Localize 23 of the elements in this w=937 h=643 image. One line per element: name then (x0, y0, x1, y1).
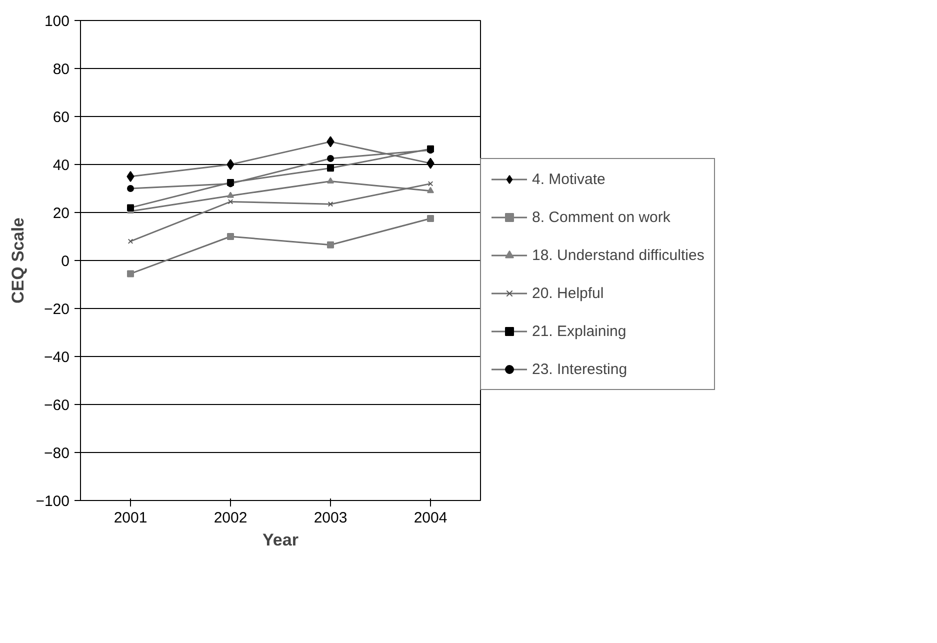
legend-label: 18. Understand difficulties (532, 246, 704, 264)
legend-label: 4. Motivate (532, 170, 606, 188)
y-tick-label: 20 (52, 205, 70, 222)
legend-label: 20. Helpful (532, 284, 604, 302)
x-tick-label: 2003 (314, 510, 348, 526)
y-tick-label: −40 (44, 349, 70, 366)
y-tick-label: −100 (36, 493, 70, 510)
y-tick-label: 0 (61, 253, 70, 270)
y-tick-label: 80 (52, 61, 70, 78)
x-axis-title: Year (262, 530, 299, 550)
y-tick-label: −80 (44, 445, 70, 462)
y-tick-label: 100 (44, 13, 70, 30)
legend-label: 21. Explaining (532, 322, 626, 340)
y-tick-label: −20 (44, 301, 70, 318)
x-tick-label: 2004 (414, 510, 448, 526)
y-tick-label: 60 (52, 109, 70, 126)
y-axis-title: CEQ Scale (8, 217, 28, 304)
legend-label: 23. Interesting (532, 360, 628, 378)
x-tick-label: 2002 (214, 510, 248, 526)
y-tick-label: −60 (44, 397, 70, 414)
y-tick-label: 40 (52, 157, 70, 174)
x-tick-label: 2001 (114, 510, 148, 526)
legend-label: 8. Comment on work (532, 208, 670, 226)
